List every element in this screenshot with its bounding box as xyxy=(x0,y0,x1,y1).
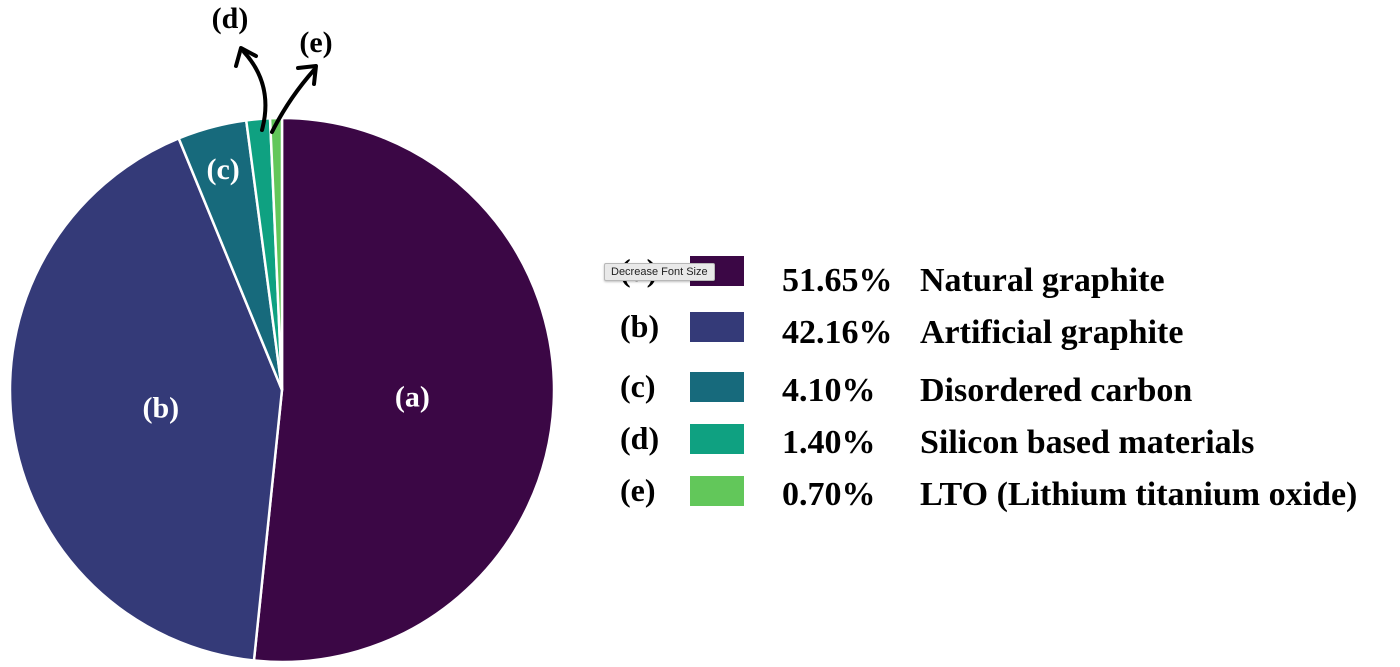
callout-label-e: (e) xyxy=(299,26,332,59)
legend-swatch xyxy=(690,312,744,342)
pie-slice-a xyxy=(252,116,556,664)
pie-slice-b xyxy=(8,136,284,662)
legend-letter: (d) xyxy=(620,420,660,456)
legend-name: LTO (Lithium titanium oxide) xyxy=(920,476,1358,513)
callout-arrowhead-e xyxy=(296,64,318,86)
legend-name: Natural graphite xyxy=(920,262,1165,299)
legend-letter: (e) xyxy=(620,472,656,508)
legend-item: (d) 1.40% Silicon based materials xyxy=(620,420,1380,461)
callout-arrow-e xyxy=(270,68,316,134)
legend-swatch xyxy=(690,424,744,454)
legend-swatch xyxy=(690,372,744,402)
pie-slice-labels: (a) (b) (c) xyxy=(143,153,430,424)
legend-percent: 51.65% xyxy=(782,262,893,299)
legend-percent: 42.16% xyxy=(782,314,893,351)
legend-percent: 1.40% xyxy=(782,424,876,461)
legend-name: Disordered carbon xyxy=(920,372,1193,409)
legend-swatch xyxy=(690,476,744,506)
decrease-font-size-tooltip: Decrease Font Size xyxy=(604,263,715,281)
pie-chart: (a) (b) (c) (d) (e) xyxy=(8,2,556,664)
pie-callouts: (d) (e) xyxy=(212,2,333,134)
callout-arrowhead-d xyxy=(234,46,258,68)
pie-slices xyxy=(8,116,556,664)
legend-letter: (b) xyxy=(620,308,660,344)
legend-item: (e) 0.70% LTO (Lithium titanium oxide) xyxy=(620,472,1380,513)
legend-letter: (c) xyxy=(620,368,656,404)
pie-label-a: (a) xyxy=(395,381,430,414)
legend-item: (c) 4.10% Disordered carbon xyxy=(620,368,1380,409)
legend-percent: 4.10% xyxy=(782,372,876,409)
callout-label-d: (d) xyxy=(212,2,249,35)
legend-percent: 0.70% xyxy=(782,476,876,513)
legend-name: Artificial graphite xyxy=(920,314,1184,351)
legend-item: (b) 42.16% Artificial graphite xyxy=(620,308,1380,351)
pie-label-b: (b) xyxy=(143,391,180,424)
legend-item: (a) 51.65% Natural graphite xyxy=(620,252,1380,299)
callout-arrow-d xyxy=(242,50,268,132)
pie-slice-e xyxy=(268,116,284,391)
pie-label-c: (c) xyxy=(206,153,239,186)
legend-name: Silicon based materials xyxy=(920,424,1255,461)
